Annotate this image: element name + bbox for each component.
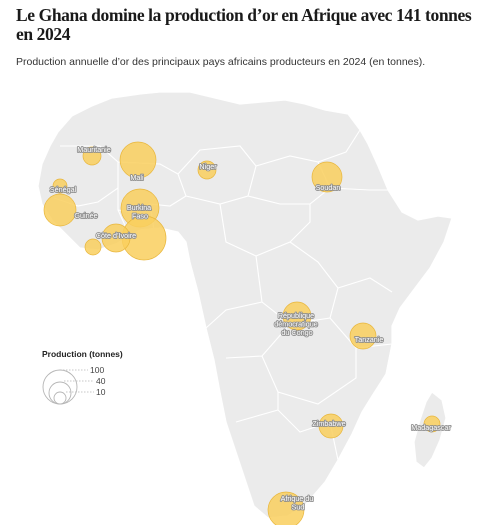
bubble-senegal [52, 178, 68, 194]
legend-circle-10 [53, 391, 67, 405]
bubble-tanzanie [349, 322, 377, 350]
label-mali: Mali [130, 173, 144, 182]
label-rdc-line3: du Congo [281, 328, 312, 337]
bubble-madagascar [423, 415, 441, 433]
bubble-mali [119, 141, 157, 179]
map-svg: Mauritanie Mali Niger Soudan Sénégal Gui… [37, 92, 453, 525]
label-afrique-du-sud-line2: Sud [292, 503, 305, 512]
label-tanzanie: Tanzanie [355, 335, 384, 344]
label-senegal: Sénégal [50, 185, 77, 194]
bubble-guinee [43, 193, 77, 227]
production-bubbles [43, 141, 441, 525]
bubble-afrique-du-sud [267, 491, 305, 525]
label-afrique-du-sud: Afrique du Sud [281, 494, 316, 512]
bubble-rdc [282, 301, 312, 331]
label-guinee: Guinée [74, 211, 97, 220]
label-burkina-faso-line2: Faso [132, 212, 148, 221]
legend-title: Production (tonnes) [42, 349, 123, 359]
label-zimbabwe: Zimbabwe [312, 419, 345, 428]
label-mauritanie: Mauritanie [77, 145, 111, 154]
bubble-niger [197, 160, 217, 180]
label-burkina-faso: Burkina Faso [127, 203, 153, 221]
label-cote-divoire: Côte d’Ivoire [96, 231, 136, 240]
bubble-mauritanie [82, 146, 102, 166]
bubble-cote-divoire [101, 223, 131, 253]
bubble-small-westafrica [84, 238, 102, 256]
legend-value-10: 10 [96, 387, 106, 397]
label-niger: Niger [199, 162, 217, 171]
label-rdc-line2: démocratique [274, 320, 318, 329]
africa-map: Mauritanie Mali Niger Soudan Sénégal Gui… [0, 92, 495, 525]
label-rdc: République démocratique du Congo [274, 311, 320, 337]
bubble-zimbabwe [318, 413, 344, 439]
legend-value-100: 100 [90, 365, 104, 375]
label-burkina-faso-line1: Burkina [127, 203, 151, 212]
label-afrique-du-sud-line1: Afrique du [281, 494, 314, 503]
country-labels: Mauritanie Mali Niger Soudan Sénégal Gui… [49, 144, 452, 512]
chart-subtitle: Production annuelle d’or des principaux … [16, 56, 426, 68]
label-rdc-line1: République [278, 311, 314, 320]
bubble-soudan [311, 161, 343, 193]
label-soudan: Soudan [316, 183, 341, 192]
legend-circles: 100 40 10 [42, 365, 106, 405]
legend-value-40: 40 [96, 376, 106, 386]
chart-title: Le Ghana domine la production d’or en Af… [16, 5, 472, 44]
size-legend: Production (tonnes) 100 40 10 [42, 349, 172, 409]
label-madagascar: Madagascar [411, 423, 451, 432]
